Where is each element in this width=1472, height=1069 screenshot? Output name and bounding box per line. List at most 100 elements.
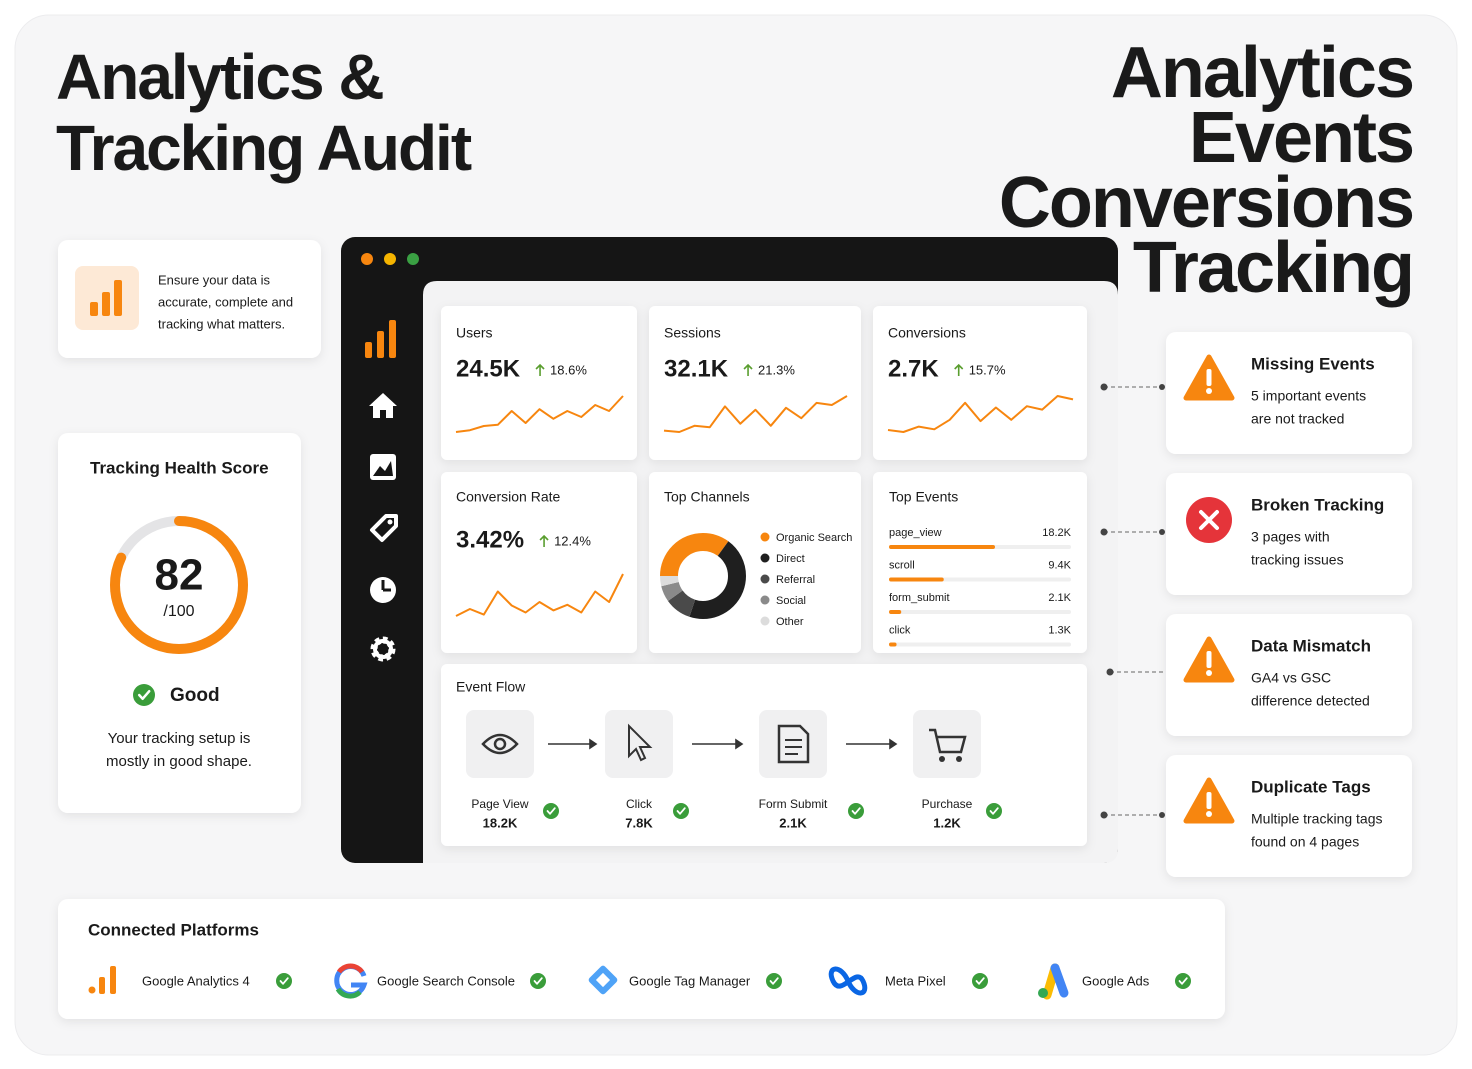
alert-text: difference detected bbox=[1251, 693, 1370, 709]
sparkline bbox=[455, 573, 624, 617]
metric-value: 2.7K bbox=[888, 355, 939, 382]
score-value: 82 bbox=[155, 551, 204, 600]
legend-label: Other bbox=[776, 616, 804, 628]
platform-name: Google Tag Manager bbox=[629, 973, 751, 988]
health-status: Good bbox=[170, 685, 220, 706]
check-mark bbox=[546, 807, 556, 815]
title-line: Analytics & bbox=[56, 41, 383, 113]
alert-card bbox=[1166, 473, 1412, 595]
alert-icon-mark bbox=[1206, 651, 1212, 668]
alert-title: Data Mismatch bbox=[1251, 636, 1371, 655]
sidebar bbox=[365, 320, 398, 662]
change-arrow bbox=[743, 363, 753, 376]
check-mark bbox=[279, 977, 289, 985]
intro-icon bbox=[90, 280, 122, 316]
sparkline bbox=[663, 395, 848, 433]
alert-icon-mark bbox=[1206, 670, 1212, 676]
alert-text: GA4 vs GSC bbox=[1251, 670, 1331, 686]
platforms-title: Connected Platforms bbox=[88, 920, 259, 939]
event-value: 2.1K bbox=[1048, 592, 1071, 604]
alert-icon-mark bbox=[1206, 792, 1212, 809]
metric-label: Users bbox=[456, 325, 493, 341]
watermark-word: Tracking bbox=[1133, 228, 1413, 308]
check-mark bbox=[137, 689, 151, 701]
alert-text: 3 pages with bbox=[1251, 529, 1330, 545]
alert-text: Multiple tracking tags bbox=[1251, 811, 1383, 827]
check-mark bbox=[676, 807, 686, 815]
platform-name: Google Search Console bbox=[377, 973, 515, 988]
check-mark bbox=[533, 977, 543, 985]
change-arrow bbox=[539, 534, 549, 547]
intro-text: Ensure your data is bbox=[158, 272, 271, 287]
check-icon bbox=[673, 803, 689, 819]
health-card bbox=[58, 433, 301, 813]
legend-swatch bbox=[760, 595, 770, 605]
alert-title: Broken Tracking bbox=[1251, 495, 1384, 514]
check-icon bbox=[530, 973, 546, 989]
card-title: Event Flow bbox=[456, 679, 526, 695]
flow-step: Form Submit bbox=[759, 797, 828, 811]
metric-change: 18.6% bbox=[550, 362, 587, 377]
metric-value: 24.5K bbox=[456, 355, 521, 382]
health-note: Your tracking setup is bbox=[108, 730, 251, 747]
metric-change: 12.4% bbox=[554, 533, 591, 548]
alert-card bbox=[1166, 614, 1412, 736]
alert-card bbox=[1166, 755, 1412, 877]
card-title: Top Channels bbox=[664, 489, 750, 505]
score-max: /100 bbox=[163, 603, 194, 620]
donut-segment bbox=[660, 533, 746, 619]
intro-text: accurate, complete and bbox=[158, 294, 293, 309]
change-arrow bbox=[954, 363, 964, 376]
alert-title: Missing Events bbox=[1251, 354, 1375, 373]
legend-label: Organic Search bbox=[776, 532, 852, 544]
watermark-word: Events bbox=[1189, 98, 1413, 178]
metric-label: Sessions bbox=[664, 325, 721, 341]
window-dot bbox=[384, 253, 396, 265]
event-bar bbox=[889, 577, 944, 582]
event-name: scroll bbox=[889, 559, 915, 571]
flow-step: Purchase bbox=[922, 797, 973, 811]
alert-text: tracking issues bbox=[1251, 552, 1344, 568]
check-icon bbox=[276, 973, 292, 989]
platform-name: Google Analytics 4 bbox=[142, 973, 250, 988]
alert-card bbox=[1166, 332, 1412, 454]
platforms-card bbox=[58, 899, 1225, 1019]
legend-swatch bbox=[760, 616, 770, 626]
flow-step: Click bbox=[626, 797, 653, 811]
score-arc bbox=[110, 516, 248, 654]
metric-label: Conversion Rate bbox=[456, 489, 560, 505]
legend-swatch bbox=[760, 553, 770, 563]
check-icon bbox=[986, 803, 1002, 819]
alert-text: 5 important events bbox=[1251, 388, 1366, 404]
platform-icons bbox=[88, 963, 1069, 1000]
metric-change: 21.3% bbox=[758, 362, 795, 377]
metric-label: Conversions bbox=[888, 325, 966, 341]
event-track bbox=[889, 642, 1071, 647]
check-mark bbox=[851, 807, 861, 815]
flow-count: 18.2K bbox=[483, 815, 518, 830]
event-value: 9.4K bbox=[1048, 559, 1071, 571]
legend-label: Social bbox=[776, 595, 806, 607]
alert-text: found on 4 pages bbox=[1251, 834, 1359, 850]
window-dot bbox=[407, 253, 419, 265]
check-icon bbox=[133, 684, 155, 706]
check-icon bbox=[972, 973, 988, 989]
check-mark bbox=[975, 977, 985, 985]
event-bar bbox=[889, 642, 897, 647]
legend-label: Referral bbox=[776, 574, 815, 586]
watermark-word: Conversions bbox=[999, 163, 1413, 243]
sparkline bbox=[455, 395, 624, 433]
alert-title: Duplicate Tags bbox=[1251, 777, 1371, 796]
event-name: click bbox=[889, 624, 911, 636]
check-icon bbox=[766, 973, 782, 989]
check-mark bbox=[989, 807, 999, 815]
window-dot bbox=[361, 253, 373, 265]
alert-icon-mark bbox=[1206, 811, 1212, 817]
connectors bbox=[1100, 383, 1166, 819]
flow-count: 1.2K bbox=[933, 815, 961, 830]
intro-text: tracking what matters. bbox=[158, 316, 285, 331]
sparkline bbox=[887, 395, 1074, 433]
check-icon bbox=[848, 803, 864, 819]
check-mark bbox=[769, 977, 779, 985]
